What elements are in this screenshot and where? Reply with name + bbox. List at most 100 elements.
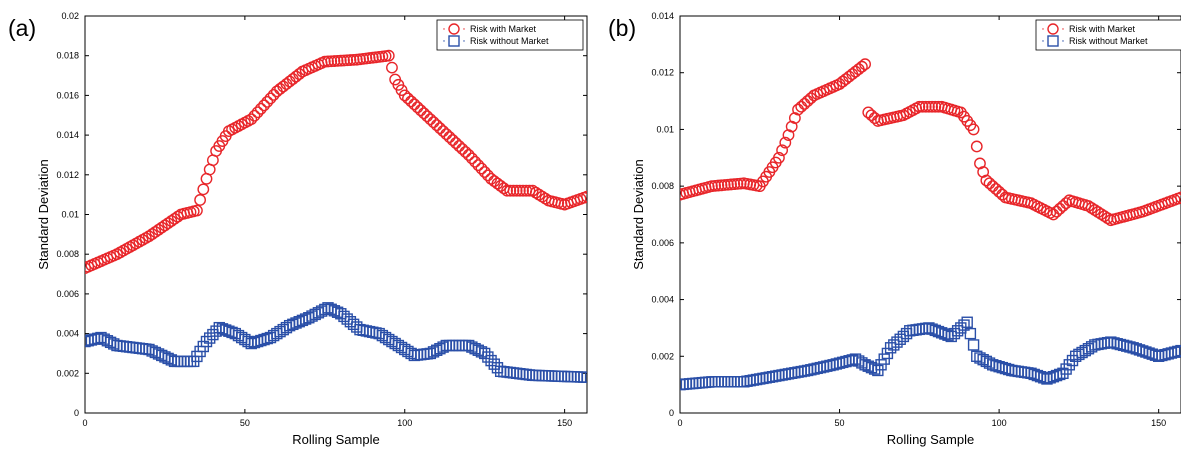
data-point	[568, 371, 580, 383]
data-point	[549, 370, 561, 382]
data-point	[507, 367, 520, 379]
data-point	[251, 106, 264, 119]
data-point	[562, 370, 574, 383]
data-point	[402, 92, 414, 105]
data-point	[469, 155, 481, 168]
data-point	[267, 89, 280, 101]
y-tick-label: 0.018	[56, 51, 79, 61]
data-point	[868, 112, 881, 124]
legend-box	[1035, 19, 1181, 51]
data-point	[386, 61, 398, 74]
data-point	[996, 188, 1009, 201]
data-point	[520, 368, 532, 381]
data-point	[382, 49, 395, 62]
data-point	[133, 342, 146, 354]
data-point	[536, 369, 548, 382]
y-tick-label: 0.004	[56, 329, 79, 339]
data-point	[699, 376, 712, 389]
legend-entry: Risk with Market	[443, 23, 537, 35]
data-point	[117, 340, 130, 353]
data-point	[993, 185, 1006, 198]
data-point	[696, 376, 709, 389]
data-point	[1053, 202, 1066, 215]
x-tick-label: 100	[992, 418, 1007, 428]
panel-label: (b)	[608, 15, 636, 41]
data-point	[415, 348, 427, 361]
data-point	[507, 184, 520, 197]
legend-dot	[1062, 28, 1064, 30]
panel-label: (a)	[8, 15, 36, 41]
data-point	[919, 100, 932, 113]
data-point	[533, 369, 545, 382]
data-point	[961, 316, 973, 328]
data-point	[1060, 363, 1072, 375]
data-point	[581, 190, 587, 203]
legend-marker	[448, 35, 460, 47]
data-point	[331, 306, 344, 318]
data-point	[728, 376, 740, 388]
data-point	[430, 119, 443, 132]
data-point	[235, 331, 248, 344]
legend-label: Risk without Market	[1069, 36, 1148, 46]
series-2	[85, 302, 587, 383]
data-point	[472, 344, 484, 356]
data-point	[130, 342, 142, 354]
data-point	[386, 335, 398, 348]
data-point	[865, 109, 878, 122]
y-tick-label: 0.012	[56, 170, 79, 180]
data-point	[447, 339, 459, 352]
data-point	[427, 116, 440, 129]
y-tick-label: 0.014	[651, 11, 674, 21]
data-point	[264, 92, 277, 105]
data-point	[405, 95, 418, 108]
data-point	[1172, 345, 1181, 358]
data-point	[293, 68, 306, 80]
data-point	[175, 355, 187, 368]
series-1	[680, 58, 1181, 227]
data-point	[414, 104, 427, 117]
data-point	[990, 183, 1002, 195]
y-tick-label: 0	[74, 408, 79, 418]
data-point	[530, 369, 542, 382]
data-point	[437, 125, 450, 138]
plot-area	[85, 49, 587, 383]
data-point	[923, 100, 935, 113]
chart-panel-1: (a) 0 0.002 0.004 0.006 0.008 0.01 0.012 0.014 0.…	[8, 11, 588, 447]
data-point	[395, 341, 408, 354]
data-point	[325, 55, 338, 68]
data-point	[450, 339, 462, 352]
data-point	[408, 98, 421, 111]
data-point	[229, 327, 241, 340]
data-point	[798, 98, 811, 110]
data-point	[1057, 200, 1069, 212]
data-point	[418, 107, 430, 120]
y-tick-label: 0.01	[61, 210, 79, 220]
data-point	[868, 363, 881, 375]
data-point	[232, 329, 245, 342]
data-point	[481, 169, 494, 182]
data-point	[120, 341, 133, 353]
data-point	[453, 339, 465, 352]
data-point	[983, 177, 996, 190]
data-point	[440, 128, 453, 141]
data-point	[581, 371, 587, 383]
data-point	[197, 183, 210, 196]
data-point	[558, 370, 571, 383]
data-point	[245, 113, 258, 126]
plot-area	[680, 58, 1181, 391]
data-point	[136, 342, 149, 355]
x-tick-label: 50	[835, 418, 845, 428]
data-point	[571, 371, 584, 383]
data-point	[718, 376, 731, 388]
data-point	[703, 376, 715, 388]
data-point	[383, 333, 395, 346]
data-point	[498, 366, 510, 378]
legend-dot	[1042, 28, 1044, 30]
data-point	[1066, 354, 1079, 367]
legend-label: Risk without Market	[470, 36, 549, 46]
data-point	[731, 376, 744, 388]
data-point	[517, 184, 529, 197]
data-point	[322, 55, 334, 68]
data-point	[683, 378, 696, 390]
